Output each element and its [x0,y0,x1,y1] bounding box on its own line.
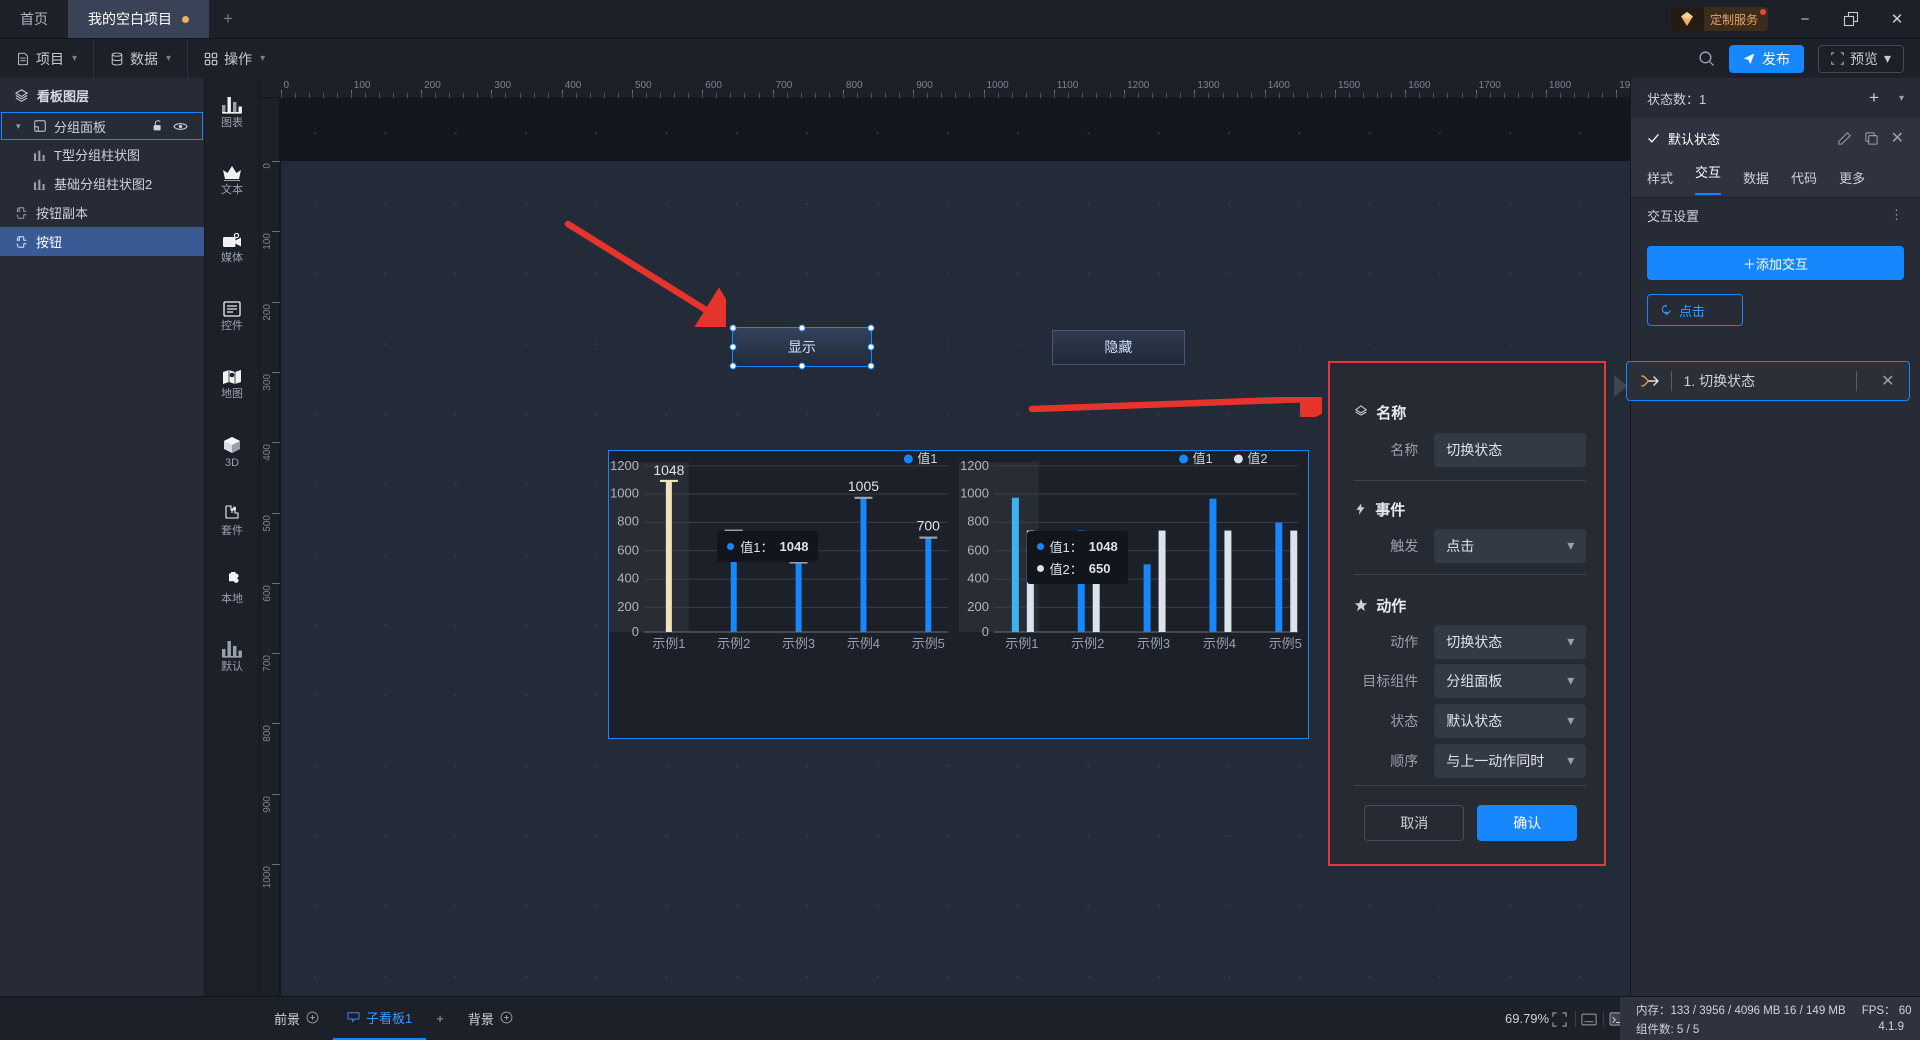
svg-text:示例2: 示例2 [717,636,750,651]
svg-text:200: 200 [618,599,640,614]
svg-text:示例1: 示例1 [653,636,686,651]
svg-text:1200: 1200 [610,458,639,473]
svg-text:1048: 1048 [654,461,685,477]
svg-text:1005: 1005 [848,477,879,493]
svg-text:值1: 值1 [1192,451,1212,466]
svg-text:0: 0 [632,624,639,639]
svg-text:200: 200 [967,599,989,614]
svg-text:700: 700 [917,517,941,533]
svg-text:800: 800 [967,513,989,528]
svg-text:800: 800 [618,513,640,528]
svg-text:1200: 1200 [960,458,989,473]
svg-text:示例2: 示例2 [1071,636,1104,651]
svg-text:示例5: 示例5 [912,636,945,651]
svg-text:400: 400 [967,570,989,585]
svg-text:示例5: 示例5 [1268,636,1301,651]
svg-text:示例4: 示例4 [1202,636,1235,651]
svg-text:400: 400 [618,570,640,585]
svg-text:示例1: 示例1 [1005,636,1038,651]
svg-text:值1: 值1 [918,451,938,466]
svg-text:示例3: 示例3 [782,636,815,651]
svg-text:1000: 1000 [960,485,989,500]
svg-text:0: 0 [981,624,988,639]
svg-text:示例4: 示例4 [847,636,880,651]
svg-text:600: 600 [967,542,989,557]
svg-text:600: 600 [618,542,640,557]
svg-text:值2: 值2 [1247,451,1267,466]
svg-text:示例3: 示例3 [1137,636,1170,651]
svg-text:1000: 1000 [610,485,639,500]
